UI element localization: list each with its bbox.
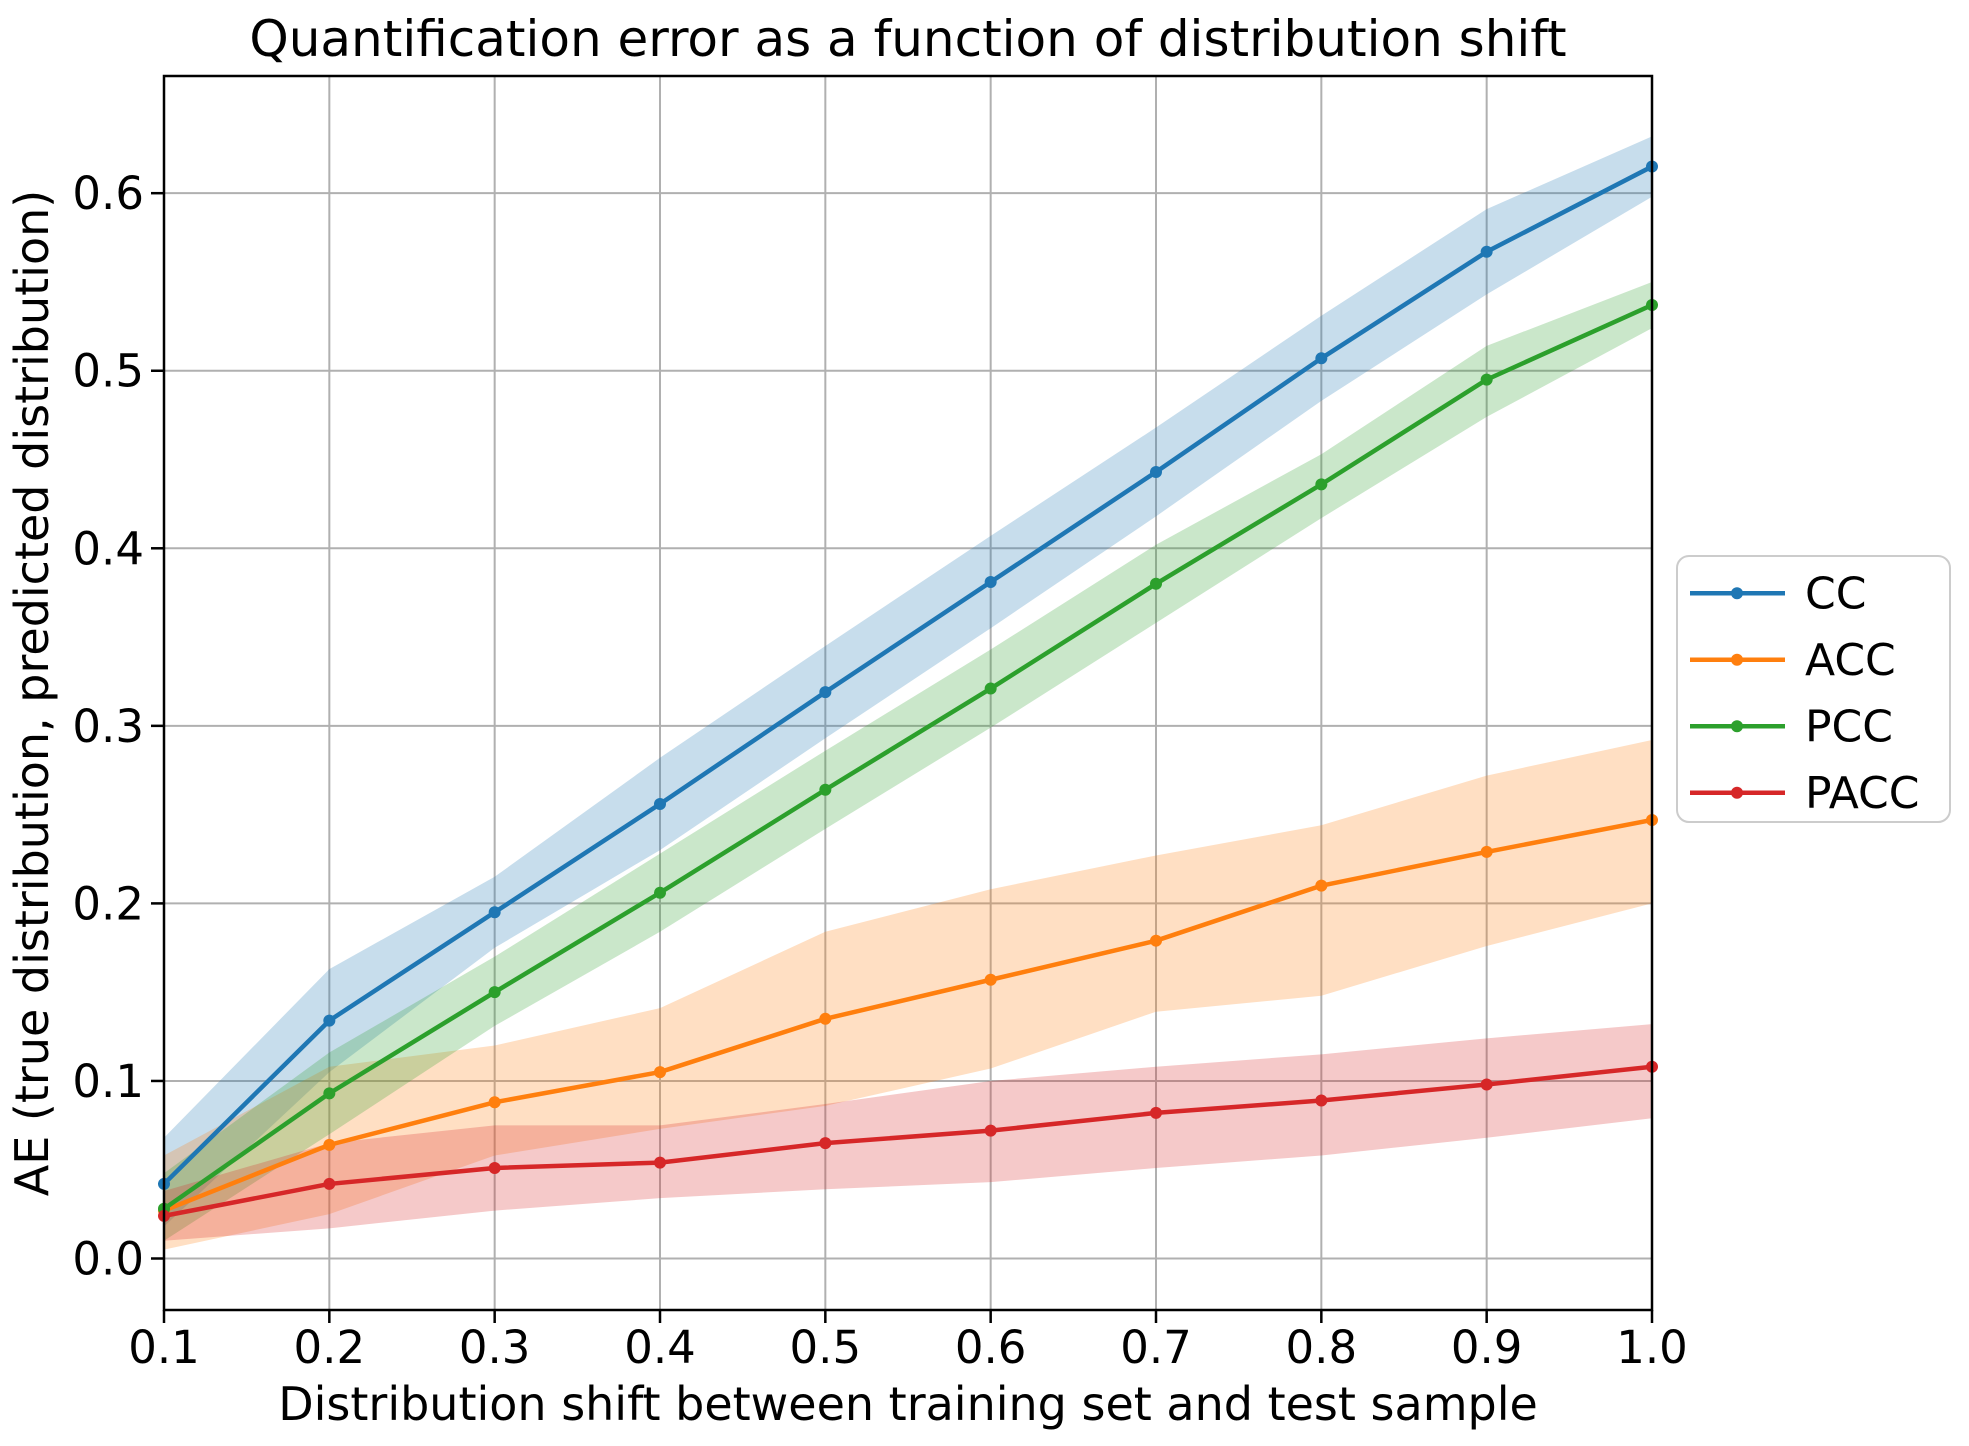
pcc-marker	[323, 1087, 336, 1100]
pcc-marker	[1315, 478, 1328, 491]
x-tick-label: 0.9	[1451, 1321, 1523, 1374]
x-tick-label: 0.2	[294, 1321, 366, 1374]
x-tick-label: 0.6	[955, 1321, 1027, 1374]
legend-label-pcc: PCC	[1805, 701, 1893, 752]
acc-marker	[1315, 879, 1328, 892]
y-tick-label: 0.0	[72, 1233, 144, 1286]
acc-marker	[984, 973, 997, 986]
legend-label-acc: ACC	[1805, 635, 1896, 686]
pcc-marker	[1150, 577, 1162, 590]
cc-marker	[819, 686, 832, 699]
cc-marker	[1315, 352, 1328, 365]
y-tick-label: 0.2	[72, 877, 144, 930]
acc-line	[163, 817, 1653, 1213]
pcc-confidence-band	[164, 281, 1652, 1241]
pacc-marker	[1315, 1094, 1328, 1107]
pcc-line	[162, 302, 1653, 1211]
cc-marker	[984, 576, 997, 589]
cc-marker	[1150, 465, 1162, 478]
acc-marker	[488, 1096, 501, 1109]
x-tick-label: 0.8	[1286, 1321, 1358, 1374]
x-tick-label: 0.5	[790, 1321, 862, 1374]
axes-spines	[162, 74, 1654, 1312]
y-tick-label: 0.1	[72, 1055, 144, 1108]
acc-marker	[323, 1138, 336, 1151]
chart-title: Quantification error as a function of di…	[249, 10, 1566, 68]
pacc-confidence-band	[164, 1024, 1652, 1241]
pacc-marker	[984, 1124, 997, 1137]
cc-marker	[323, 1014, 336, 1027]
pacc-marker	[819, 1137, 832, 1150]
x-axis-label: Distribution shift between training set …	[278, 1377, 1538, 1431]
pacc-marker	[488, 1161, 501, 1174]
pacc-marker	[323, 1177, 336, 1190]
cc-line	[162, 164, 1654, 1186]
pacc-marker	[1480, 1078, 1493, 1091]
y-tick-label: 0.5	[72, 345, 144, 398]
legend-label-cc: CC	[1805, 568, 1866, 619]
legend-sample-marker-pacc	[1731, 786, 1743, 799]
acc-marker	[1480, 845, 1493, 858]
cc-marker	[1480, 245, 1493, 258]
x-tick-label: 0.3	[459, 1321, 531, 1374]
x-tick-label: 0.7	[1120, 1321, 1192, 1374]
y-axis-label: AE (true distribution, predicted distrib…	[5, 190, 59, 1196]
acc-confidence-band	[164, 740, 1652, 1250]
acc-marker	[1150, 934, 1162, 947]
pcc-marker	[488, 986, 501, 999]
pcc-marker	[984, 682, 997, 695]
legend-label-pacc: PACC	[1805, 768, 1920, 819]
pacc-marker	[1150, 1106, 1162, 1119]
pacc-marker	[654, 1156, 666, 1169]
confidence-band-layer	[164, 136, 1652, 1250]
pacc-line	[163, 1064, 1653, 1219]
x-tick-label: 0.4	[624, 1321, 696, 1374]
legend-sample-marker-pcc	[1731, 720, 1743, 733]
pcc-marker	[819, 783, 832, 796]
acc-marker	[654, 1066, 666, 1079]
x-tick-label: 1.0	[1616, 1321, 1688, 1374]
legend: CC ACC PCC PACC	[1676, 555, 1951, 823]
plot-border	[162, 74, 1654, 1312]
legend-sample-marker-cc	[1731, 587, 1743, 600]
pcc-marker	[1480, 373, 1493, 386]
tick-layer: 0.1 0.2 0.3 0.4 0.5 0.6 0.7 0.8 0.9 1.0 0.0 0.1 0.2 0…	[72, 167, 1687, 1374]
legend-sample-marker-acc	[1731, 653, 1743, 666]
y-tick-label: 0.6	[72, 167, 144, 220]
cc-marker	[488, 906, 501, 919]
cc-marker	[654, 797, 666, 810]
cc-confidence-band	[164, 136, 1652, 1227]
pcc-marker	[654, 886, 666, 899]
legend-box	[1676, 555, 1951, 823]
series-line-layer	[158, 160, 1658, 1222]
acc-marker	[819, 1012, 832, 1025]
y-tick-label: 0.4	[72, 522, 144, 575]
x-tick-label: 0.1	[128, 1321, 200, 1374]
y-tick-label: 0.3	[72, 700, 144, 753]
